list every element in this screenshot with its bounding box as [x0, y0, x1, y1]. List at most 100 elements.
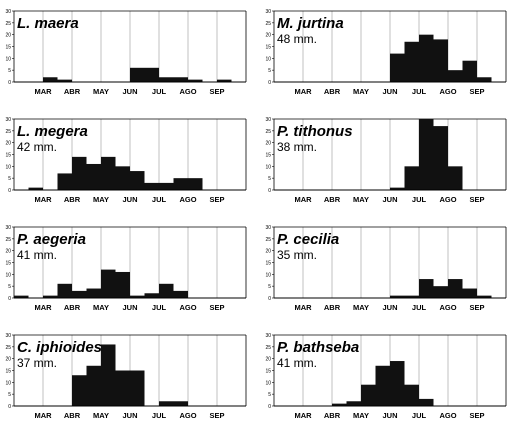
x-tick-label: JUN: [382, 87, 397, 96]
bar: [390, 187, 405, 190]
y-tick-label: 0: [8, 296, 11, 302]
x-tick-label: SEP: [209, 87, 224, 96]
y-tick-label: 25: [265, 237, 271, 243]
x-tick-label: AGO: [439, 303, 456, 312]
bar: [390, 53, 405, 82]
x-tick-label: SEP: [209, 303, 224, 312]
x-tick-label: JUN: [382, 303, 397, 312]
x-tick-label: ABR: [64, 87, 81, 96]
bar-chart: 0 5 10 15 20 25 30 MAR ABR MAY JUN JUL AGO SEP: [265, 225, 507, 312]
chart-panel: 0 5 10 15 20 25 30 MAR ABR MAY JUN JUL AGO SEP P. aege…: [0, 216, 260, 321]
x-tick-label: JUN: [382, 195, 397, 204]
y-tick-label: 25: [5, 129, 11, 135]
bar: [217, 79, 232, 82]
bar: [433, 39, 448, 82]
bar: [433, 126, 448, 190]
species-name: P. tithonus: [277, 123, 353, 140]
y-tick-label: 0: [8, 188, 11, 194]
bar: [86, 365, 101, 406]
x-tick-label: JUL: [412, 303, 427, 312]
x-tick-label: JUL: [152, 87, 167, 96]
y-tick-label: 30: [5, 9, 11, 15]
x-tick-label: MAR: [34, 87, 52, 96]
bar: [72, 156, 87, 190]
y-tick-label: 30: [265, 117, 271, 123]
y-tick-label: 20: [5, 249, 11, 255]
bar: [390, 361, 405, 406]
bar: [448, 70, 463, 82]
y-tick-label: 5: [8, 392, 11, 398]
bar: [101, 344, 116, 406]
bar-chart: 0 5 10 15 20 25 30 MAR ABR MAY JUN JUL AGO SEP: [265, 117, 507, 204]
x-tick-label: JUN: [122, 87, 137, 96]
chart-panel: 0 5 10 15 20 25 30 MAR ABR MAY JUN JUL AGO SEP L. mege…: [0, 108, 260, 213]
bar: [173, 77, 188, 82]
y-tick-label: 20: [5, 33, 11, 39]
bar: [28, 187, 43, 190]
y-tick-label: 0: [8, 404, 11, 410]
bar: [72, 290, 87, 298]
bar: [173, 178, 188, 190]
y-tick-label: 15: [5, 261, 11, 267]
bar-chart: 0 5 10 15 20 25 30 MAR ABR MAY JUN JUL AGO SEP: [5, 9, 247, 96]
bar: [477, 295, 492, 298]
x-tick-label: JUN: [122, 411, 137, 420]
bar: [159, 182, 174, 190]
chart-panel: 0 5 10 15 20 25 30 MAR ABR MAY JUN JUL AGO SEP M. jurt…: [260, 0, 520, 105]
bar: [144, 182, 159, 190]
bar: [159, 401, 174, 406]
x-tick-label: JUL: [152, 411, 167, 420]
y-tick-label: 10: [265, 164, 271, 170]
bar: [115, 370, 130, 406]
wingspan-label: 42 mm.: [17, 140, 58, 154]
y-tick-label: 30: [265, 9, 271, 15]
x-tick-label: JUN: [122, 195, 137, 204]
bar: [173, 401, 188, 406]
species-name: C. iphioides: [17, 339, 103, 356]
y-tick-label: 15: [265, 153, 271, 159]
bar: [404, 384, 419, 406]
bar-chart: 0 5 10 15 20 25 30 MAR ABR MAY JUN JUL AGO SEP: [5, 333, 247, 420]
x-tick-label: ABR: [64, 303, 81, 312]
bar: [361, 384, 376, 406]
y-tick-label: 10: [5, 164, 11, 170]
x-tick-label: AGO: [179, 195, 196, 204]
chart-panel: 0 5 10 15 20 25 30 MAR ABR MAY JUN JUL AGO SEP C. iphi…: [0, 324, 260, 429]
y-tick-label: 10: [265, 272, 271, 278]
x-tick-label: JUL: [152, 195, 167, 204]
y-tick-label: 10: [5, 380, 11, 386]
x-tick-label: ABR: [324, 303, 341, 312]
x-tick-label: MAY: [353, 87, 369, 96]
x-tick-label: MAY: [353, 411, 369, 420]
bar: [477, 77, 492, 82]
chart-panel: 0 5 10 15 20 25 30 MAR ABR MAY JUN JUL AGO SEP P. bath…: [260, 324, 520, 429]
bar: [57, 173, 72, 190]
y-tick-label: 0: [268, 404, 271, 410]
wingspan-label: 41 mm.: [277, 356, 318, 370]
bar: [144, 293, 159, 298]
y-tick-label: 25: [5, 237, 11, 243]
bar: [57, 79, 72, 82]
y-tick-label: 20: [265, 357, 271, 363]
bar: [346, 401, 361, 406]
y-tick-label: 5: [268, 176, 271, 182]
x-tick-label: MAY: [93, 195, 109, 204]
x-tick-label: AGO: [439, 195, 456, 204]
bar: [86, 163, 101, 190]
y-tick-label: 5: [8, 284, 11, 290]
bar-chart: 0 5 10 15 20 25 30 MAR ABR MAY JUN JUL AGO SEP: [265, 9, 507, 96]
x-tick-label: JUL: [412, 87, 427, 96]
bar: [332, 403, 347, 406]
bar: [43, 295, 58, 298]
bar: [448, 279, 463, 298]
bar: [86, 288, 101, 298]
y-tick-label: 10: [5, 272, 11, 278]
y-tick-label: 30: [5, 117, 11, 123]
bar: [188, 178, 203, 190]
species-name: M. jurtina: [277, 15, 344, 32]
x-tick-label: SEP: [209, 411, 224, 420]
y-tick-label: 15: [265, 45, 271, 51]
y-tick-label: 15: [5, 369, 11, 375]
x-tick-label: SEP: [469, 303, 484, 312]
x-tick-label: MAY: [93, 303, 109, 312]
